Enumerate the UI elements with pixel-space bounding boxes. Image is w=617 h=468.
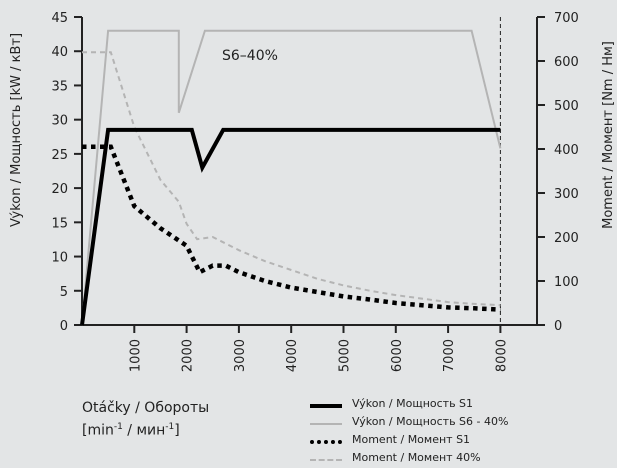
y-tick-label-left: 5 bbox=[60, 285, 68, 300]
y-tick-label-left: 35 bbox=[51, 79, 68, 94]
x-tick-label: 1000 bbox=[128, 339, 143, 372]
x-tick-label: 3000 bbox=[233, 339, 248, 372]
series-line-1 bbox=[81, 29, 502, 326]
y-tick-label-right: 400 bbox=[554, 143, 579, 158]
y-tick-label-left: 45 bbox=[51, 11, 68, 26]
x-tick-label: 8000 bbox=[494, 339, 509, 372]
x-axis-unit: [min-1 / мин-1] bbox=[82, 418, 209, 441]
legend-label-power-s1: Výkon / Мощность S1 bbox=[352, 397, 474, 410]
y-tick-label-left: 30 bbox=[51, 114, 68, 129]
x-tick-label: 5000 bbox=[337, 339, 352, 372]
y-tick-label-left: 10 bbox=[51, 251, 68, 266]
x-unit-sup-1: -1 bbox=[113, 422, 123, 432]
y-tick-label-left: 0 bbox=[60, 319, 68, 334]
y-tick-label-right: 600 bbox=[554, 55, 579, 70]
legend-label-power-s6: Výkon / Мощность S6 - 40% bbox=[352, 415, 509, 428]
x-unit-part-1: [min bbox=[82, 422, 114, 439]
series-line-3 bbox=[82, 51, 501, 307]
x-tick-label: 2000 bbox=[181, 339, 196, 372]
axes-group bbox=[74, 16, 545, 333]
legend-swatch-power-s1 bbox=[310, 404, 342, 408]
y-tick-label-right: 100 bbox=[554, 275, 579, 290]
series-line-0 bbox=[80, 127, 501, 326]
legend-label-torque-40: Moment / Момент 40% bbox=[352, 451, 481, 464]
y-axis-label-right: Moment / Момент [Nm / Нм] bbox=[601, 41, 616, 229]
x-tick-label: 7000 bbox=[442, 339, 457, 372]
x-unit-part-2: / мин bbox=[122, 422, 166, 439]
y-tick-label-right: 200 bbox=[554, 231, 579, 246]
y-tick-label-right: 500 bbox=[554, 99, 579, 114]
tick-labels-group: 0 5 10 15 20 25 30 35 40 45 0 100 200 300 400 500 600 700… bbox=[51, 11, 578, 372]
legend-swatch-torque-40 bbox=[310, 459, 342, 461]
legend-swatch-power-s6 bbox=[310, 423, 342, 425]
y-tick-label-right: 700 bbox=[554, 11, 579, 26]
y-tick-label-left: 25 bbox=[51, 148, 68, 163]
y-tick-label-left: 40 bbox=[51, 45, 68, 60]
legend-swatch-torque-s1 bbox=[310, 440, 342, 444]
series-group bbox=[80, 29, 502, 326]
y-tick-label-right: 0 bbox=[554, 319, 562, 334]
y-tick-label-left: 15 bbox=[51, 216, 68, 231]
x-unit-part-3: ] bbox=[174, 422, 180, 439]
y-axis-label-left: Výkon / Мощность [kW / кВт] bbox=[9, 33, 24, 227]
y-tick-label-right: 300 bbox=[554, 187, 579, 202]
series-line-2 bbox=[82, 144, 501, 312]
x-tick-label: 4000 bbox=[285, 339, 300, 372]
legend-label-torque-s1: Moment / Момент S1 bbox=[352, 433, 471, 446]
annotation-s6: S6–40% bbox=[222, 48, 278, 64]
x-axis-title: Otáčky / Обороты [min-1 / мин-1] bbox=[82, 399, 209, 441]
x-axis-label: Otáčky / Обороты bbox=[82, 400, 210, 416]
x-tick-label: 6000 bbox=[390, 339, 405, 372]
y-tick-label-left: 20 bbox=[51, 182, 68, 197]
x-unit-sup-2: -1 bbox=[165, 422, 175, 432]
